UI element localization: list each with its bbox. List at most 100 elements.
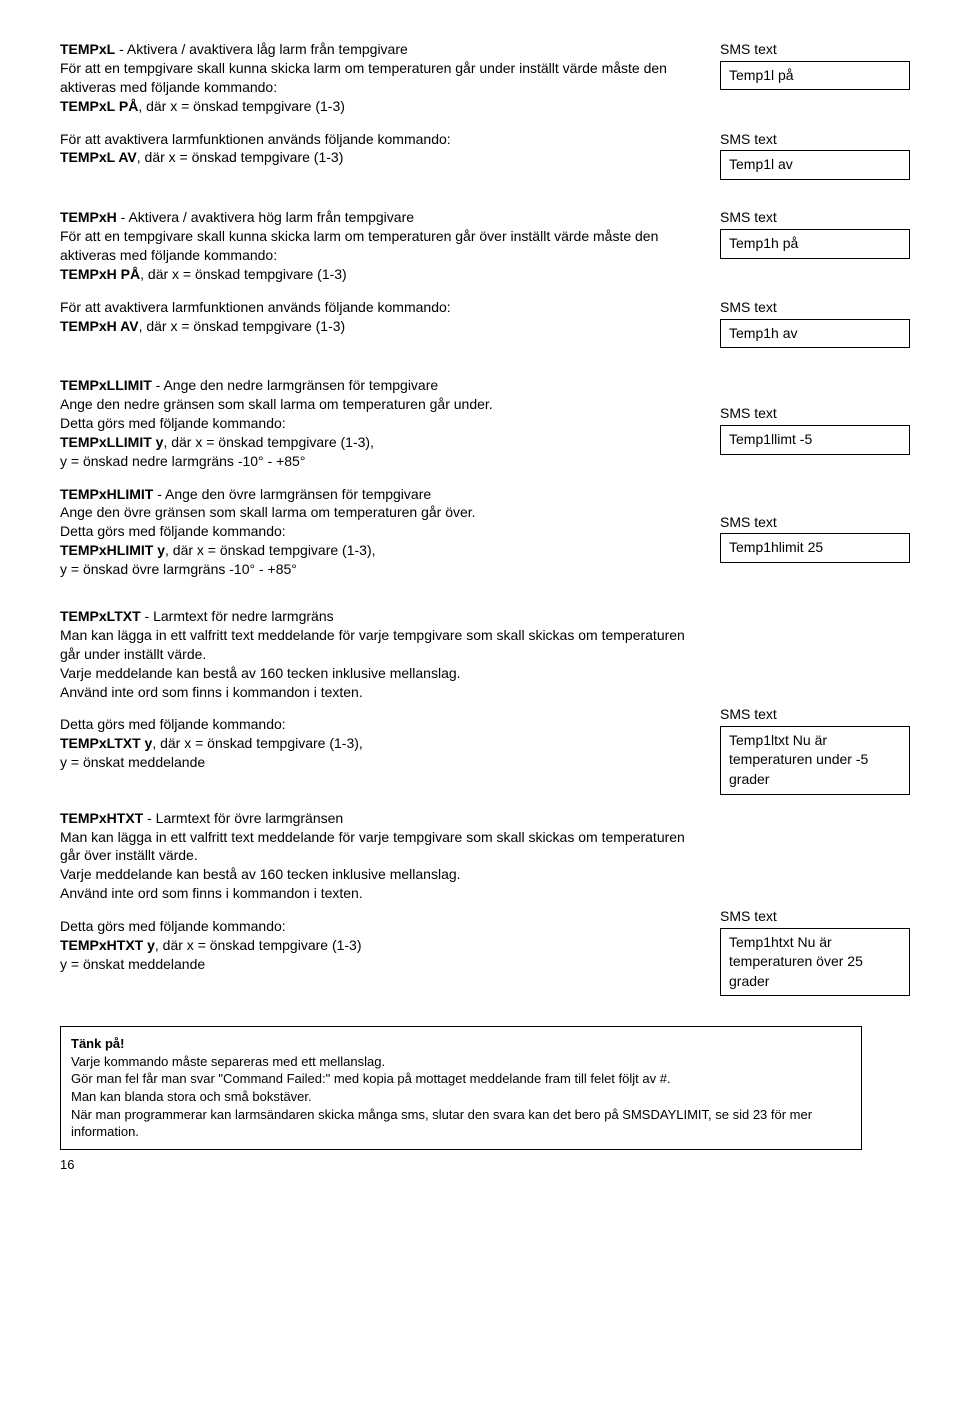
cmd-name: TEMPxLTXT xyxy=(60,608,141,624)
note-line: Gör man fel får man svar "Command Failed… xyxy=(71,1070,851,1088)
paragraph: Använd inte ord som finns i kommandon i … xyxy=(60,884,690,903)
cmd: TEMPxHTXT y xyxy=(60,937,155,953)
row: För att avaktivera larmfunktionen använd… xyxy=(60,298,910,348)
sms-block: SMS text Temp1ltxt Nu är temperaturen un… xyxy=(720,607,910,795)
section-txt: TEMPxLTXT - Larmtext för nedre larmgräns… xyxy=(60,607,910,996)
sms-box: Temp1llimt -5 xyxy=(720,425,910,455)
cmd-rest: , där x = önskad tempgivare (1-3) xyxy=(137,149,344,165)
paragraph: Detta görs med följande kommando: xyxy=(60,917,690,936)
row: TEMPxHTXT - Larmtext för övre larmgränse… xyxy=(60,809,910,997)
heading: TEMPxLLIMIT - Ange den nedre larmgränsen… xyxy=(60,376,690,395)
sms-label: SMS text xyxy=(720,404,910,423)
cmd-name: TEMPxHTXT xyxy=(60,810,143,826)
paragraph: Detta görs med följande kommando: xyxy=(60,522,690,541)
heading: TEMPxLTXT - Larmtext för nedre larmgräns xyxy=(60,607,690,626)
cmd-line: y = önskad övre larmgräns -10° - +85° xyxy=(60,560,690,579)
row: TEMPxLLIMIT - Ange den nedre larmgränsen… xyxy=(60,376,910,470)
note-title: Tänk på! xyxy=(71,1035,851,1053)
cmd-line: y = önskat meddelande xyxy=(60,955,690,974)
sms-box: Temp1l på xyxy=(720,61,910,91)
cmd-line: TEMPxL AV, där x = önskad tempgivare (1-… xyxy=(60,148,690,167)
page-number: 16 xyxy=(60,1156,910,1174)
cmd: TEMPxHLIMIT y xyxy=(60,542,165,558)
paragraph: Ange den övre gränsen som skall larma om… xyxy=(60,503,690,522)
paragraph: För att en tempgivare skall kunna skicka… xyxy=(60,227,690,265)
text-block: TEMPxHTXT - Larmtext för övre larmgränse… xyxy=(60,809,690,974)
cmd-rest: , där x = önskad tempgivare (1-3) xyxy=(139,318,346,334)
cmd-name: TEMPxL xyxy=(60,41,115,57)
sms-block: SMS text Temp1l på xyxy=(720,40,910,90)
section-tempxl: TEMPxL - Aktivera / avaktivera låg larm … xyxy=(60,40,910,180)
row: TEMPxHLIMIT - Ange den övre larmgränsen … xyxy=(60,485,910,579)
heading: TEMPxHLIMIT - Ange den övre larmgränsen … xyxy=(60,485,690,504)
paragraph: Man kan lägga in ett valfritt text medde… xyxy=(60,626,690,664)
text-block: För att avaktivera larmfunktionen använd… xyxy=(60,298,690,336)
sms-box: Temp1ltxt Nu är temperaturen under -5 gr… xyxy=(720,726,910,795)
paragraph: Detta görs med följande kommando: xyxy=(60,414,690,433)
heading-rest: - Aktivera / avaktivera låg larm från te… xyxy=(115,41,408,57)
paragraph: Varje meddelande kan bestå av 160 tecken… xyxy=(60,865,690,884)
sms-box: Temp1h av xyxy=(720,319,910,349)
cmd-name: TEMPxH xyxy=(60,209,117,225)
sms-block: SMS text Temp1h av xyxy=(720,298,910,348)
paragraph: För att en tempgivare skall kunna skicka… xyxy=(60,59,690,97)
cmd-line: TEMPxH AV, där x = önskad tempgivare (1-… xyxy=(60,317,690,336)
cmd-rest: , där x = önskad tempgivare (1-3) xyxy=(138,98,345,114)
section-tempxh: TEMPxH - Aktivera / avaktivera hög larm … xyxy=(60,208,910,348)
cmd-name: TEMPxLLIMIT xyxy=(60,377,152,393)
text-block: TEMPxL - Aktivera / avaktivera låg larm … xyxy=(60,40,690,116)
cmd-rest: , där x = önskad tempgivare (1-3), xyxy=(152,735,363,751)
paragraph: Varje meddelande kan bestå av 160 tecken… xyxy=(60,664,690,683)
text-block: För att avaktivera larmfunktionen använd… xyxy=(60,130,690,168)
row: TEMPxLTXT - Larmtext för nedre larmgräns… xyxy=(60,607,910,795)
cmd-rest: , där x = önskad tempgivare (1-3) xyxy=(155,937,362,953)
cmd-line: TEMPxL PÅ, där x = önskad tempgivare (1-… xyxy=(60,97,690,116)
paragraph: Ange den nedre gränsen som skall larma o… xyxy=(60,395,690,414)
cmd-rest: , där x = önskad tempgivare (1-3), xyxy=(163,434,374,450)
sms-block: SMS text Temp1llimt -5 xyxy=(720,376,910,454)
heading-rest: - Larmtext för nedre larmgräns xyxy=(141,608,334,624)
sms-label: SMS text xyxy=(720,298,910,317)
text-block: TEMPxLTXT - Larmtext för nedre larmgräns… xyxy=(60,607,690,772)
sms-label: SMS text xyxy=(720,130,910,149)
note-line: Varje kommando måste separeras med ett m… xyxy=(71,1053,851,1071)
cmd-rest: , där x = önskad tempgivare (1-3), xyxy=(165,542,376,558)
sms-block: SMS text Temp1hlimit 25 xyxy=(720,485,910,563)
cmd: TEMPxH AV xyxy=(60,318,139,334)
sms-block: SMS text Temp1htxt Nu är temperaturen öv… xyxy=(720,809,910,997)
sms-block: SMS text Temp1h på xyxy=(720,208,910,258)
row: TEMPxH - Aktivera / avaktivera hög larm … xyxy=(60,208,910,284)
cmd-line: y = önskat meddelande xyxy=(60,753,690,772)
sms-box: Temp1htxt Nu är temperaturen över 25 gra… xyxy=(720,928,910,997)
heading-rest: - Ange den övre larmgränsen för tempgiva… xyxy=(153,486,431,502)
row: TEMPxL - Aktivera / avaktivera låg larm … xyxy=(60,40,910,116)
cmd: TEMPxLLIMIT y xyxy=(60,434,163,450)
paragraph: Man kan lägga in ett valfritt text medde… xyxy=(60,828,690,866)
sms-box: Temp1hlimit 25 xyxy=(720,533,910,563)
text-block: TEMPxH - Aktivera / avaktivera hög larm … xyxy=(60,208,690,284)
cmd-line: TEMPxLLIMIT y, där x = önskad tempgivare… xyxy=(60,433,690,452)
cmd-line: TEMPxH PÅ, där x = önskad tempgivare (1-… xyxy=(60,265,690,284)
row: För att avaktivera larmfunktionen använd… xyxy=(60,130,910,180)
cmd-name: TEMPxHLIMIT xyxy=(60,486,153,502)
note-box: Tänk på! Varje kommando måste separeras … xyxy=(60,1026,862,1149)
heading: TEMPxH - Aktivera / avaktivera hög larm … xyxy=(60,208,690,227)
sms-label: SMS text xyxy=(720,705,910,724)
sms-label: SMS text xyxy=(720,907,910,926)
cmd: TEMPxLTXT y xyxy=(60,735,152,751)
sms-label: SMS text xyxy=(720,40,910,59)
cmd-line: TEMPxHTXT y, där x = önskad tempgivare (… xyxy=(60,936,690,955)
paragraph: Detta görs med följande kommando: xyxy=(60,715,690,734)
sms-label: SMS text xyxy=(720,208,910,227)
paragraph: För att avaktivera larmfunktionen använd… xyxy=(60,298,690,317)
cmd-line: TEMPxLTXT y, där x = önskad tempgivare (… xyxy=(60,734,690,753)
note-line: När man programmerar kan larmsändaren sk… xyxy=(71,1106,851,1141)
text-block: TEMPxLLIMIT - Ange den nedre larmgränsen… xyxy=(60,376,690,470)
cmd-line: TEMPxHLIMIT y, där x = önskad tempgivare… xyxy=(60,541,690,560)
heading-rest: - Ange den nedre larmgränsen för tempgiv… xyxy=(152,377,438,393)
sms-box: Temp1l av xyxy=(720,150,910,180)
cmd-line: y = önskad nedre larmgräns -10° - +85° xyxy=(60,452,690,471)
heading: TEMPxL - Aktivera / avaktivera låg larm … xyxy=(60,40,690,59)
paragraph: Använd inte ord som finns i kommandon i … xyxy=(60,683,690,702)
cmd: TEMPxH PÅ xyxy=(60,266,140,282)
